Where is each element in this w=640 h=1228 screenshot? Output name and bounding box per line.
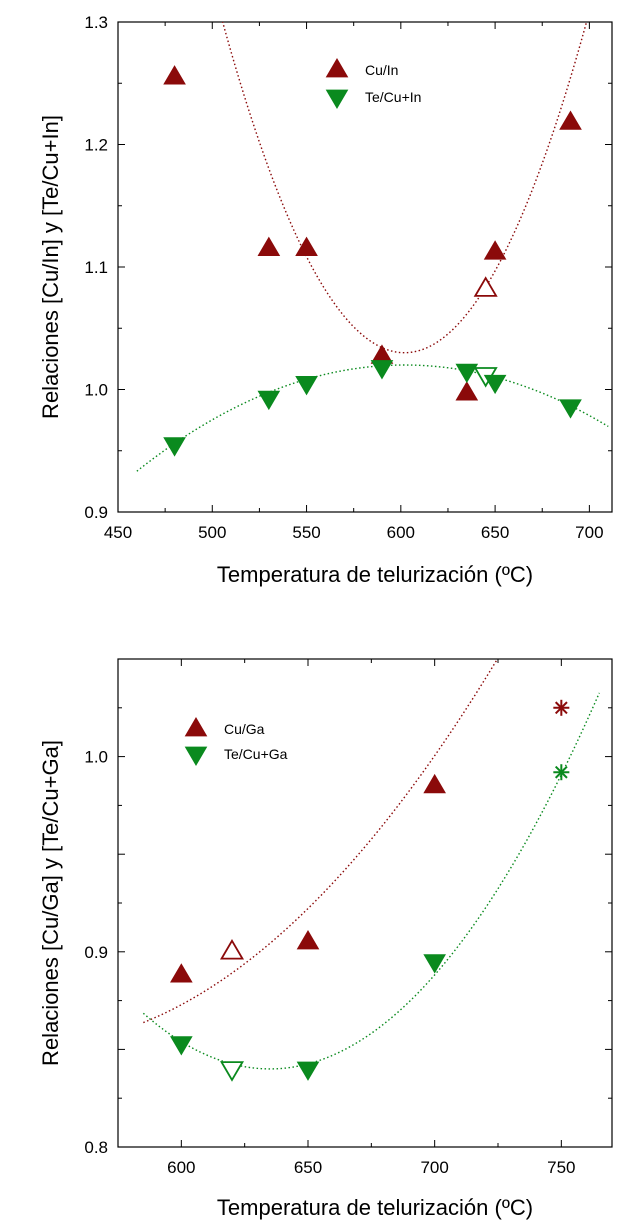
y-axis-title: Relaciones [Cu/Ga] y [Te/Cu+Ga] xyxy=(38,740,63,1066)
data-point xyxy=(295,236,318,256)
x-tick-label: 600 xyxy=(387,523,415,542)
data-point xyxy=(296,930,320,950)
legend-item: Te/Cu+Ga xyxy=(184,746,288,766)
legend-label: Te/Cu+Ga xyxy=(224,746,288,762)
y-tick-label: 1.3 xyxy=(84,13,108,32)
data-point xyxy=(325,89,349,109)
x-tick-label: 750 xyxy=(547,1158,575,1177)
data-point xyxy=(325,58,349,78)
x-tick-label: 450 xyxy=(104,523,132,542)
data-point xyxy=(257,390,281,411)
fit-curve xyxy=(143,659,499,1024)
series-2 xyxy=(142,692,600,1082)
data-point xyxy=(559,110,582,130)
data-point xyxy=(455,363,479,384)
fit-curve xyxy=(221,22,588,354)
data-point-star xyxy=(553,764,570,781)
y-tick-label: 1.1 xyxy=(84,258,108,277)
data-point xyxy=(170,1036,193,1056)
y-tick-label: 0.8 xyxy=(84,1138,108,1157)
legend-label: Te/Cu+In xyxy=(365,89,421,105)
x-tick-label: 550 xyxy=(292,523,320,542)
data-point xyxy=(423,773,446,794)
fit-curve xyxy=(136,364,609,472)
x-tick-label: 700 xyxy=(575,523,603,542)
data-point xyxy=(483,374,507,395)
x-tick-label: 600 xyxy=(167,1158,195,1177)
data-point xyxy=(296,1061,320,1081)
data-point xyxy=(483,240,507,260)
data-point xyxy=(559,399,582,419)
data-point xyxy=(295,376,318,396)
data-point xyxy=(184,746,208,766)
y-tick-label: 1.0 xyxy=(84,748,108,767)
legend-label: Cu/Ga xyxy=(224,721,265,737)
data-point-open xyxy=(219,939,245,960)
series-1 xyxy=(143,659,570,1024)
x-tick-label: 650 xyxy=(481,523,509,542)
data-point xyxy=(163,65,186,85)
x-tick-label: 700 xyxy=(420,1158,448,1177)
legend-item: Cu/In xyxy=(325,58,398,78)
data-point xyxy=(257,236,281,256)
x-axis-title: Temperatura de telurización (ºC) xyxy=(217,1195,533,1220)
data-point xyxy=(170,963,193,983)
x-axis-title: Temperatura de telurización (ºC) xyxy=(217,562,533,587)
data-point xyxy=(455,381,479,401)
data-point-open xyxy=(473,276,498,297)
y-axis-title: Relaciones [Cu/In] y [Te/Cu+In] xyxy=(38,115,63,419)
y-tick-label: 1.2 xyxy=(84,136,108,155)
chart-2: 600 650 700 750 0.8 0.9 1.0 Temperatura de telu… xyxy=(38,658,613,1220)
legend-label: Cu/In xyxy=(365,62,398,78)
series-2 xyxy=(136,360,609,472)
chart-1: 450 500 550 600 650 700 0.9 1.0 1.1 1.2 1.3 Tempera… xyxy=(38,13,613,587)
y-tick-label: 0.9 xyxy=(84,943,108,962)
y-tick-label: 1.0 xyxy=(84,381,108,400)
data-point-star xyxy=(553,699,570,716)
data-point xyxy=(163,437,186,457)
legend-item: Te/Cu+In xyxy=(325,89,421,109)
data-point xyxy=(423,954,446,974)
series-1 xyxy=(163,22,588,401)
y-tick-label: 0.9 xyxy=(84,503,108,522)
fit-curve xyxy=(142,692,600,1070)
x-tick-label: 500 xyxy=(198,523,226,542)
data-point xyxy=(370,360,394,380)
data-point xyxy=(184,717,208,737)
data-point-open xyxy=(219,1061,245,1082)
legend-item: Cu/Ga xyxy=(184,717,265,737)
x-tick-label: 650 xyxy=(294,1158,322,1177)
